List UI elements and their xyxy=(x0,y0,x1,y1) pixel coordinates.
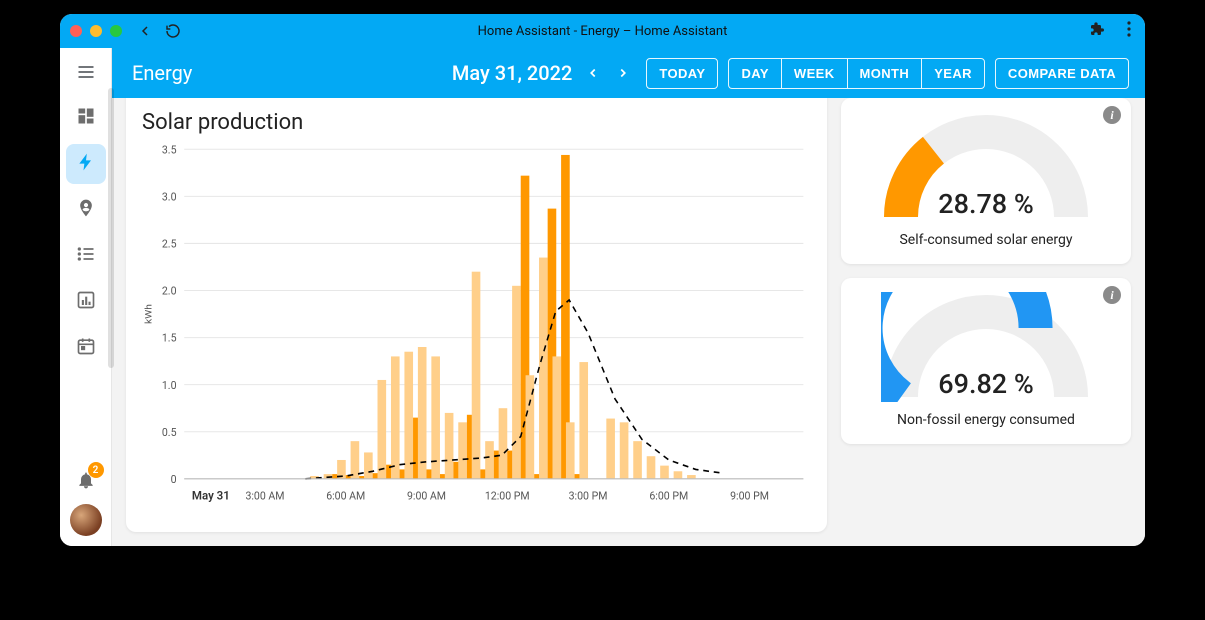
prev-date-button[interactable] xyxy=(580,60,606,86)
svg-text:2.5: 2.5 xyxy=(162,237,177,250)
svg-text:3.0: 3.0 xyxy=(162,190,177,203)
app-window: Home Assistant - Energy – Home Assistant… xyxy=(60,14,1145,546)
solar-production-chart: 0 0.5 1.0 1.5 2.0 2.5 3.0 3.5 kWh May 31 3:00 AM 6:… xyxy=(140,139,813,520)
sidebar-item-dashboard[interactable] xyxy=(66,98,106,138)
svg-text:3:00 PM: 3:00 PM xyxy=(569,489,608,502)
page-title: Energy xyxy=(132,61,192,85)
extensions-icon[interactable] xyxy=(1089,21,1105,41)
svg-text:0.5: 0.5 xyxy=(162,426,177,439)
notifications-button[interactable]: 2 xyxy=(66,460,106,500)
chart-icon xyxy=(76,290,96,314)
gauge-card-1: i 69.82 % Non-fossil energy consumed xyxy=(841,278,1131,444)
range-day-button[interactable]: DAY xyxy=(728,58,780,89)
svg-text:6:00 AM: 6:00 AM xyxy=(326,489,365,502)
svg-text:1.0: 1.0 xyxy=(162,378,177,391)
back-button[interactable] xyxy=(134,20,156,42)
gauge-label: Non-fossil energy consumed xyxy=(851,412,1121,428)
maximize-window-button[interactable] xyxy=(110,25,122,37)
calendar-icon xyxy=(76,336,96,360)
topbar: Energy May 31, 2022 TODAY DAYWEEKMONTHYE… xyxy=(112,48,1145,98)
gauge-value: 28.78 % xyxy=(851,188,1121,220)
sidebar-item-map[interactable] xyxy=(66,190,106,230)
compare-data-button[interactable]: COMPARE DATA xyxy=(995,58,1129,89)
minimize-window-button[interactable] xyxy=(90,25,102,37)
svg-text:2.0: 2.0 xyxy=(162,284,177,297)
titlebar: Home Assistant - Energy – Home Assistant xyxy=(60,14,1145,48)
sidebar-item-energy[interactable] xyxy=(66,144,106,184)
range-year-button[interactable]: YEAR xyxy=(921,58,985,89)
svg-text:9:00 PM: 9:00 PM xyxy=(730,489,769,502)
solar-production-card: Solar production 0 0.5 1.0 1.5 2.0 2.5 3.0 3.5 k… xyxy=(126,98,827,532)
close-window-button[interactable] xyxy=(70,25,82,37)
range-selector: DAYWEEKMONTHYEAR xyxy=(728,58,984,89)
user-avatar[interactable] xyxy=(70,504,102,536)
info-icon[interactable]: i xyxy=(1103,286,1121,304)
gauge-card-0: i 28.78 % Self-consumed solar energy xyxy=(841,98,1131,264)
sidebar-item-calendar[interactable] xyxy=(66,328,106,368)
svg-text:May 31: May 31 xyxy=(192,488,230,502)
reload-button[interactable] xyxy=(162,20,184,42)
browser-menu-icon[interactable] xyxy=(1127,21,1131,41)
list-icon xyxy=(76,244,96,268)
svg-text:kWh: kWh xyxy=(144,304,155,324)
content-area: Energy May 31, 2022 TODAY DAYWEEKMONTHYE… xyxy=(112,48,1145,546)
person-pin-icon xyxy=(76,198,96,222)
hamburger-menu-icon[interactable] xyxy=(68,54,104,90)
window-controls xyxy=(70,25,122,37)
sidebar-item-history[interactable] xyxy=(66,282,106,322)
range-month-button[interactable]: MONTH xyxy=(847,58,922,89)
today-button[interactable]: TODAY xyxy=(646,58,718,89)
svg-text:9:00 AM: 9:00 AM xyxy=(407,489,446,502)
svg-text:3:00 AM: 3:00 AM xyxy=(245,489,284,502)
notification-badge: 2 xyxy=(88,462,104,478)
next-date-button[interactable] xyxy=(610,60,636,86)
svg-text:3.5: 3.5 xyxy=(162,143,177,156)
gauge-value: 69.82 % xyxy=(851,368,1121,400)
svg-text:0: 0 xyxy=(171,473,177,486)
gauge-label: Self-consumed solar energy xyxy=(851,232,1121,248)
chart-title: Solar production xyxy=(142,110,813,135)
info-icon[interactable]: i xyxy=(1103,106,1121,124)
sidebar-scrollbar[interactable] xyxy=(108,88,114,368)
range-week-button[interactable]: WEEK xyxy=(781,58,847,89)
grid-icon xyxy=(76,106,96,130)
svg-text:12:00 PM: 12:00 PM xyxy=(485,489,530,502)
sidebar-item-logbook[interactable] xyxy=(66,236,106,276)
bolt-icon xyxy=(76,152,96,176)
svg-text:6:00 PM: 6:00 PM xyxy=(649,489,688,502)
current-date: May 31, 2022 xyxy=(452,61,573,85)
window-title: Home Assistant - Energy – Home Assistant xyxy=(478,24,728,39)
sidebar: 2 xyxy=(60,48,112,546)
svg-text:1.5: 1.5 xyxy=(162,331,177,344)
